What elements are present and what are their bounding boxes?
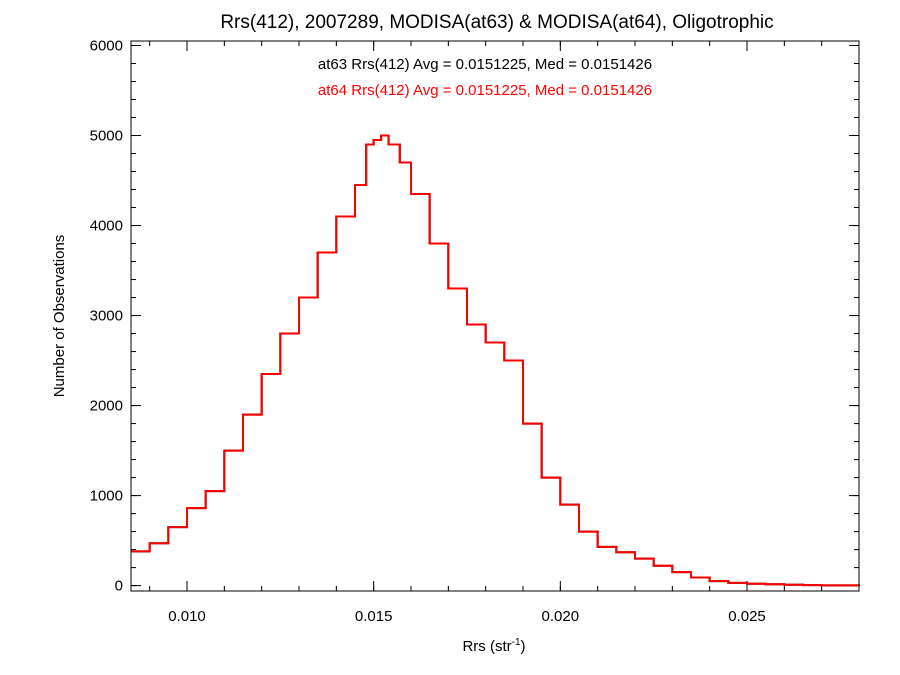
x-axis-label-main: Rrs (str [462,638,511,655]
annotation-at63: at63 Rrs(412) Avg = 0.0151225, Med = 0.0… [318,56,652,73]
y-tick-label: 5000 [90,128,123,145]
plot-frame [130,40,860,592]
x-axis-label: Rrs (str-1) [462,637,525,655]
x-tick-label: 0.015 [355,608,393,625]
chart-title: Rrs(412), 2007289, MODISA(at63) & MODISA… [220,12,773,33]
x-tick-label: 0.020 [542,608,580,625]
x-axis-label-superscript: -1 [512,637,521,648]
y-tick-label: 4000 [90,218,123,235]
y-tick-label: 1000 [90,488,123,505]
axis-ticks: 0.010 0.015 0.020 0.025 0 1000 2000 3000 4000 500… [90,38,860,625]
y-tick-label: 2000 [90,398,123,415]
y-tick-label: 0 [115,578,123,595]
y-tick-label: 3000 [90,308,123,325]
y-axis-label: Number of Observations [51,235,68,398]
series-at64-step-line [131,134,860,587]
x-tick-label: 0.010 [168,608,206,625]
x-axis-label-close: ) [521,638,526,655]
x-tick-label: 0.025 [728,608,766,625]
plot-series [131,134,860,587]
y-tick-label: 6000 [90,38,123,55]
annotation-at64: at64 Rrs(412) Avg = 0.0151225, Med = 0.0… [318,82,652,99]
